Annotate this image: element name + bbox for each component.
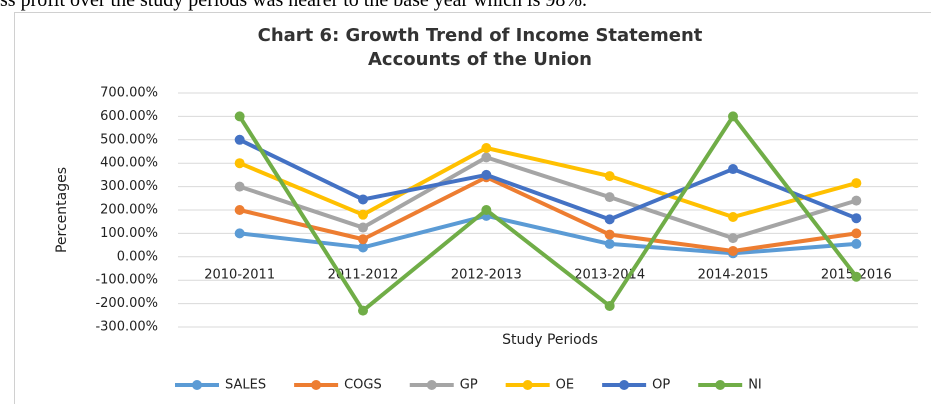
point [481, 152, 492, 163]
point [728, 212, 738, 223]
point [604, 171, 615, 182]
point [234, 134, 245, 145]
point [851, 213, 862, 224]
point [358, 234, 368, 245]
point [728, 111, 738, 122]
point [358, 209, 368, 220]
document-text: ss profit over the study periods was nea… [0, 0, 588, 11]
point [358, 222, 368, 233]
point [604, 229, 615, 240]
point [358, 305, 368, 316]
point [604, 192, 615, 203]
x-tick-label: 2011-2012 [328, 267, 399, 282]
point [851, 228, 862, 239]
chart-frame [14, 12, 931, 404]
point [358, 242, 368, 253]
point [234, 228, 245, 239]
y-tick-label: -200.00% [95, 296, 158, 311]
legend-label: OP [652, 378, 670, 393]
y-tick-label: 300.00% [100, 179, 158, 194]
series-line [239, 155, 857, 241]
point [234, 181, 245, 192]
y-tick-label: 400.00% [100, 156, 158, 171]
legend-label: GP [460, 378, 478, 393]
legend-marker [192, 380, 202, 390]
y-axis-label: Percentages [54, 167, 70, 253]
y-tick-label: -100.00% [95, 273, 158, 288]
point [728, 245, 738, 256]
point [604, 300, 615, 311]
point [234, 205, 245, 215]
point [358, 194, 368, 205]
series-line [237, 114, 858, 313]
y-tick-label: 500.00% [100, 132, 158, 147]
legend-marker [619, 380, 630, 390]
legend-marker [522, 380, 533, 390]
point [604, 238, 615, 249]
series-line [239, 213, 857, 256]
point [234, 158, 245, 169]
point [481, 142, 492, 153]
chart-title: Chart 6: Growth Trend of Income Statemen… [257, 25, 703, 70]
series-line [238, 145, 857, 220]
point [234, 111, 245, 122]
legend-marker [715, 380, 726, 390]
point [851, 271, 862, 282]
y-tick-label: 600.00% [100, 109, 158, 124]
point [481, 205, 492, 215]
point [851, 178, 862, 189]
y-tick-label: -300.00% [95, 320, 158, 335]
series-line [239, 175, 857, 253]
x-axis-label: Study Periods [502, 332, 598, 348]
series-line [238, 137, 858, 222]
legend-label: NI [748, 378, 762, 393]
point [851, 195, 862, 206]
x-tick-label: 2012-2013 [451, 267, 522, 282]
point [728, 233, 738, 244]
legend-marker [311, 380, 322, 390]
point [728, 164, 738, 175]
y-tick-label: 100.00% [100, 226, 158, 241]
point [851, 238, 862, 249]
point [481, 169, 492, 180]
legend-label: COGS [344, 378, 382, 393]
x-tick-label: 2010-2011 [204, 267, 275, 282]
y-tick-label: 700.00% [100, 86, 158, 101]
point [604, 214, 615, 225]
y-tick-label: 0.00% [117, 249, 158, 264]
legend-marker [426, 380, 437, 390]
legend-label: SALES [225, 378, 266, 393]
y-tick-label: 200.00% [100, 203, 158, 218]
x-tick-label: 2014-2015 [698, 267, 769, 282]
legend-label: OE [556, 378, 574, 393]
